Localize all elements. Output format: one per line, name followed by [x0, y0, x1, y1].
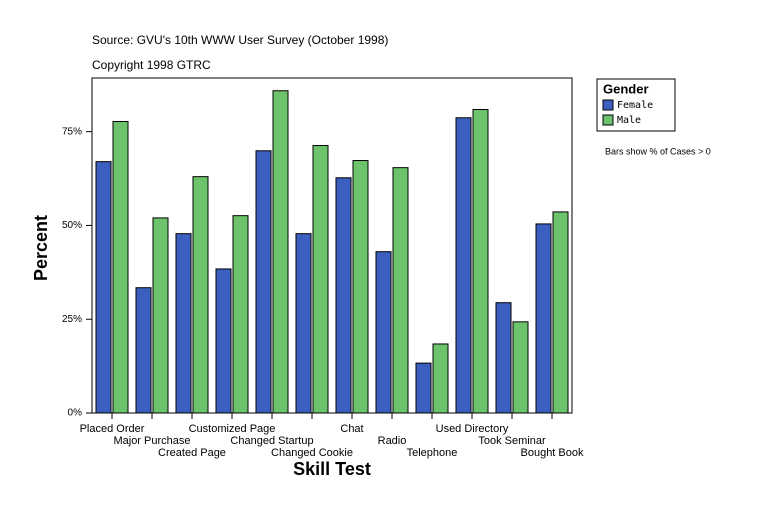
legend-label: Male [617, 115, 641, 126]
bar [392, 167, 409, 414]
bar [375, 251, 392, 414]
x-tick-label: Placed Order [80, 423, 145, 435]
copyright: Copyright 1998 GTRC [92, 58, 211, 72]
bar [455, 117, 472, 414]
bar [432, 343, 449, 414]
bar [135, 287, 152, 414]
subtitle: Source: GVU's 10th WWW User Survey (Octo… [92, 33, 388, 47]
bar [255, 150, 272, 414]
x-axis-label: Skill Test [293, 459, 371, 479]
x-tick-label: Telephone [407, 447, 458, 459]
x-tick-label: Bought Book [521, 447, 584, 459]
x-tick-label: Major Purchase [113, 435, 190, 447]
bar [352, 160, 369, 414]
bar [272, 90, 289, 414]
bar [192, 176, 209, 414]
y-tick-label: 25% [62, 314, 82, 325]
legend-title: Gender [603, 81, 649, 96]
note: Bars show % of Cases > 0 [605, 146, 711, 156]
x-tick-label: Chat [340, 423, 363, 435]
bar [232, 215, 249, 414]
bar [415, 362, 432, 414]
x-tick-label: Changed Startup [230, 435, 313, 447]
y-tick-label: 50% [62, 220, 82, 231]
bar [175, 233, 192, 414]
bar [295, 233, 312, 414]
bar [312, 145, 329, 414]
legend-swatch [602, 114, 614, 126]
y-axis-label: Percent [31, 215, 51, 281]
x-tick-label: Changed Cookie [271, 447, 353, 459]
bar [472, 109, 489, 414]
y-tick-label: 0% [68, 408, 83, 419]
bar [152, 217, 169, 414]
bar [512, 321, 529, 414]
bar [215, 268, 232, 414]
legend-label: Female [617, 100, 653, 111]
bar [535, 223, 552, 414]
x-tick-label: Radio [378, 435, 407, 447]
x-tick-label: Took Seminar [478, 435, 546, 447]
legend-swatch [602, 99, 614, 111]
bar [112, 121, 129, 414]
x-tick-label: Created Page [158, 447, 226, 459]
bar [495, 302, 512, 414]
bar [95, 161, 112, 414]
bar [335, 177, 352, 414]
y-tick-label: 75% [62, 126, 82, 137]
bar [552, 211, 569, 414]
x-tick-label: Customized Page [189, 423, 276, 435]
plot-frame [91, 77, 573, 414]
x-tick-label: Used Directory [436, 423, 509, 435]
